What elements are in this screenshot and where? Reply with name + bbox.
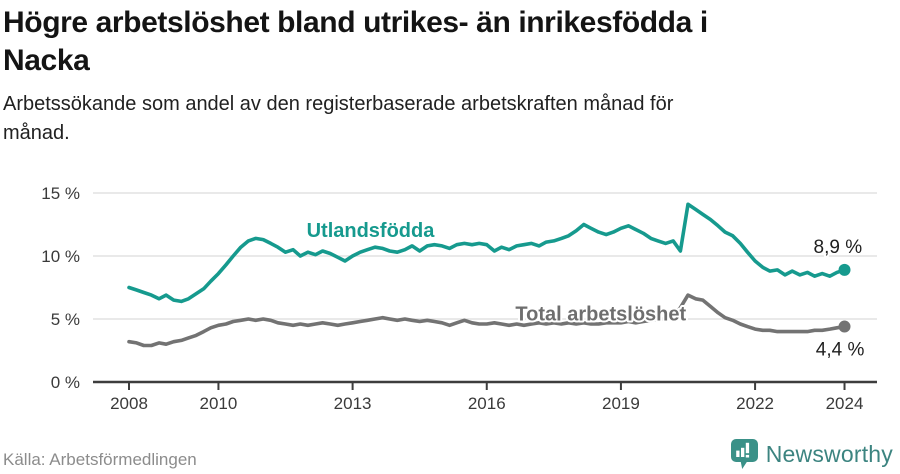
- x-axis-tick-label: 2013: [334, 394, 372, 413]
- x-axis-tick-label: 2022: [736, 394, 774, 413]
- chart-subtitle-line1: Arbetssökande som andel av den registerb…: [3, 93, 674, 115]
- series-name-label: Utlandsfödda: [307, 220, 436, 242]
- chart-title: Högre arbetslöshet bland utrikes- än inr…: [3, 4, 889, 80]
- series-end-dot-total: [838, 320, 851, 333]
- unemployment-line-chart-svg: 0 % 5 % 10 % 15 % 2008 2010 2013 2016 2019 2022 20…: [41, 184, 877, 413]
- line-chart: 0 % 5 % 10 % 15 % 2008 2010 2013 2016 2019 2022 20…: [0, 168, 900, 420]
- source-caption: Källa: Arbetsförmedlingen: [3, 450, 197, 469]
- y-axis-tick-label: 5 %: [51, 310, 80, 329]
- bar-chart-speech-bubble-icon: [730, 438, 759, 470]
- y-axis-tick-label: 15 %: [41, 184, 80, 203]
- y-axis-tick-label: 0 %: [51, 373, 80, 392]
- newsworthy-wordmark: Newsworthy: [765, 440, 893, 467]
- series-name-label: Total arbetslöshet: [515, 303, 686, 325]
- y-axis-tick-label: 10 %: [41, 247, 80, 266]
- x-axis-tick-label: 2019: [602, 394, 640, 413]
- x-axis-tick-label: 2008: [110, 394, 148, 413]
- chart-subtitle: Arbetssökande som andel av den registerb…: [3, 90, 873, 148]
- x-axis-tick-label: 2024: [826, 394, 864, 413]
- series-end-dot-utlandsfodda: [838, 263, 851, 276]
- chart-title-line2: Nacka: [3, 44, 90, 77]
- chart-subtitle-line2: månad.: [3, 122, 70, 144]
- newsworthy-logo: Newsworthy: [730, 438, 893, 470]
- x-axis-tick-label: 2016: [468, 394, 506, 413]
- series-end-value-label: 4,4 %: [816, 340, 865, 361]
- chart-title-line1: Högre arbetslöshet bland utrikes- än inr…: [3, 6, 708, 39]
- series-line-utlandsfodda: [127, 202, 847, 304]
- series-line-total: [127, 293, 847, 348]
- x-axis-tick-label: 2010: [200, 394, 238, 413]
- series-end-value-label: 8,9 %: [814, 237, 863, 258]
